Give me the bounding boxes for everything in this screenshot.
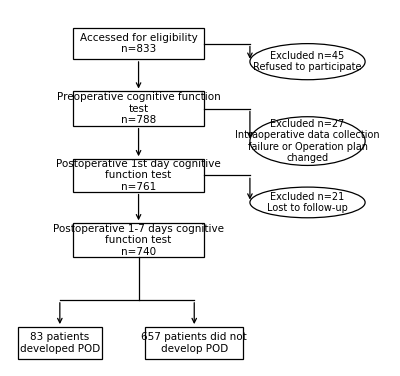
FancyBboxPatch shape bbox=[73, 159, 204, 192]
FancyBboxPatch shape bbox=[73, 223, 204, 258]
Text: Accessed for eligibility
n=833: Accessed for eligibility n=833 bbox=[80, 33, 198, 55]
Text: 657 patients did not
develop POD: 657 patients did not develop POD bbox=[141, 332, 247, 354]
Text: Postoperative 1st day cognitive
function test
n=761: Postoperative 1st day cognitive function… bbox=[56, 159, 221, 192]
FancyBboxPatch shape bbox=[145, 327, 243, 359]
Ellipse shape bbox=[250, 44, 365, 80]
Text: 83 patients
developed POD: 83 patients developed POD bbox=[20, 332, 100, 354]
Text: Excluded n=27
Intraoperative data collection
failure or Operation plan
changed: Excluded n=27 Intraoperative data collec… bbox=[235, 119, 380, 164]
Text: Postoperative 1-7 days cognitive
function test
n=740: Postoperative 1-7 days cognitive functio… bbox=[53, 224, 224, 257]
FancyBboxPatch shape bbox=[73, 91, 204, 126]
Text: Excluded n=21
Lost to follow-up: Excluded n=21 Lost to follow-up bbox=[267, 192, 348, 213]
FancyBboxPatch shape bbox=[73, 28, 204, 59]
Ellipse shape bbox=[250, 187, 365, 218]
Text: Excluded n=45
Refused to participate: Excluded n=45 Refused to participate bbox=[253, 51, 362, 73]
Ellipse shape bbox=[250, 117, 365, 165]
FancyBboxPatch shape bbox=[18, 327, 102, 359]
Text: Preoperative cognitive function
test
n=788: Preoperative cognitive function test n=7… bbox=[57, 92, 220, 125]
